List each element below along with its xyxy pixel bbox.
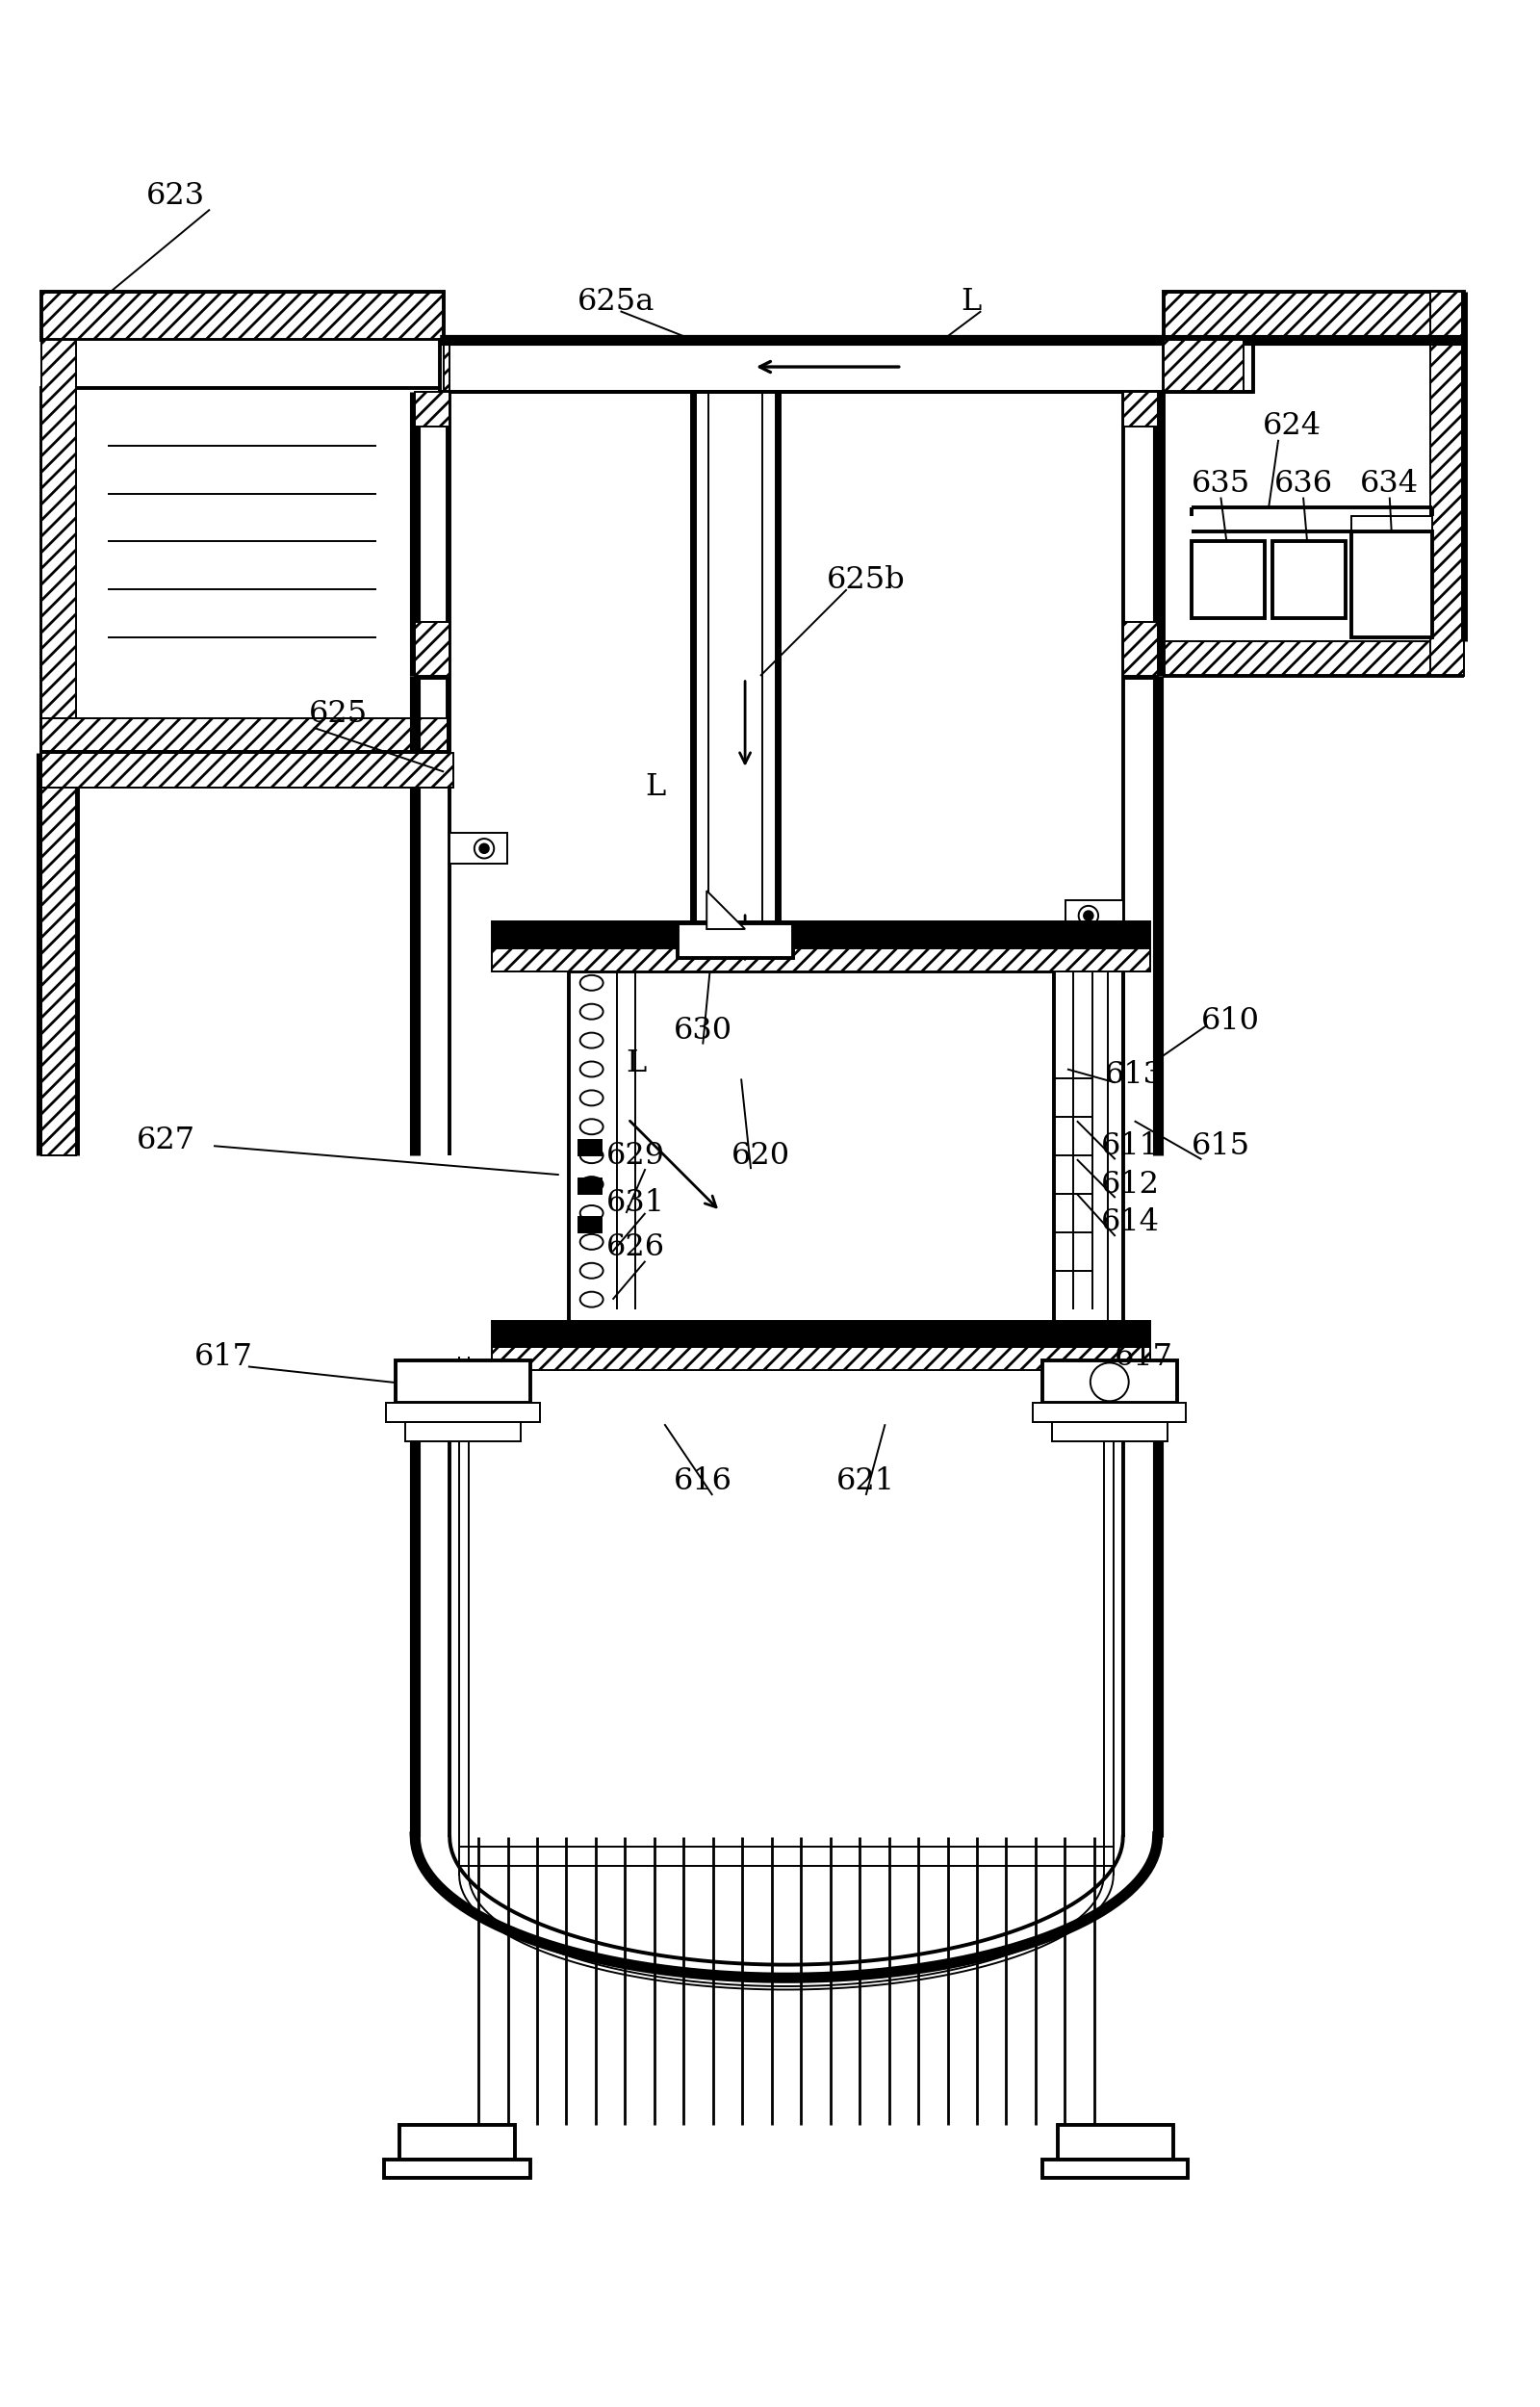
Bar (1058, 2125, 1173, 2159)
Bar (1163, 640, 1465, 676)
Text: L: L (645, 773, 665, 802)
Text: 616: 616 (673, 1466, 732, 1497)
Bar (1163, 339, 1244, 392)
Bar (568, 972, 1053, 1348)
Text: L: L (961, 286, 981, 318)
Bar (405, 1423, 521, 1442)
Bar (400, 2125, 514, 2159)
Bar (578, 1179, 601, 1194)
Bar (385, 2159, 530, 2178)
Bar (440, 339, 1254, 392)
Text: 613: 613 (1106, 1059, 1164, 1090)
Bar (387, 1403, 541, 1423)
Bar (42, 717, 448, 753)
Bar (1066, 900, 1123, 932)
Text: 630: 630 (673, 1016, 733, 1045)
Text: 612: 612 (1101, 1170, 1160, 1199)
Bar (1272, 542, 1346, 619)
Bar (416, 621, 450, 676)
Text: 625a: 625a (578, 286, 654, 318)
Bar (444, 339, 450, 392)
Bar (578, 1218, 601, 1232)
Circle shape (474, 838, 494, 859)
Text: 627: 627 (137, 1124, 196, 1155)
Bar (491, 1348, 1150, 1370)
Bar (1043, 2159, 1189, 2178)
Text: 623: 623 (146, 181, 205, 212)
Text: 625b: 625b (827, 566, 906, 595)
Text: 611: 611 (1101, 1131, 1160, 1160)
Bar (42, 339, 75, 753)
Bar (450, 833, 507, 864)
Text: 634: 634 (1360, 469, 1418, 498)
Circle shape (1084, 912, 1093, 919)
Circle shape (1090, 1362, 1129, 1401)
Text: 614: 614 (1101, 1208, 1160, 1237)
Circle shape (479, 845, 488, 852)
Text: 635: 635 (1192, 469, 1250, 498)
Polygon shape (707, 891, 745, 929)
Bar (42, 388, 448, 753)
Bar (1052, 1423, 1167, 1442)
Text: 617: 617 (194, 1343, 253, 1372)
Bar (1033, 1403, 1186, 1423)
Bar (42, 339, 444, 388)
Text: 629: 629 (607, 1141, 665, 1170)
Bar (491, 948, 1150, 972)
Bar (1351, 518, 1432, 532)
Text: 625: 625 (310, 700, 368, 729)
Bar (491, 1321, 1150, 1348)
Text: 620: 620 (732, 1141, 790, 1170)
Text: 610: 610 (1201, 1006, 1260, 1035)
Bar (1123, 392, 1158, 426)
Bar (678, 924, 793, 958)
Bar (491, 922, 1150, 948)
Text: 621: 621 (836, 1466, 895, 1497)
Text: 631: 631 (607, 1189, 665, 1218)
Text: 615: 615 (1192, 1131, 1250, 1160)
Circle shape (1078, 905, 1098, 924)
Bar (1351, 532, 1432, 638)
Bar (42, 753, 75, 1155)
Bar (1123, 621, 1158, 676)
Text: 617: 617 (1115, 1343, 1173, 1372)
Bar (396, 1360, 530, 1403)
Bar (1192, 542, 1264, 619)
Text: 636: 636 (1274, 469, 1332, 498)
Text: L: L (625, 1049, 645, 1078)
Bar (1163, 291, 1465, 339)
Bar (42, 291, 444, 339)
Bar (1043, 1360, 1177, 1403)
Text: 624: 624 (1263, 412, 1321, 440)
Bar (578, 1141, 601, 1155)
Text: 626: 626 (607, 1232, 665, 1264)
Bar (42, 753, 453, 787)
Bar (1431, 291, 1465, 676)
Bar (416, 392, 450, 426)
